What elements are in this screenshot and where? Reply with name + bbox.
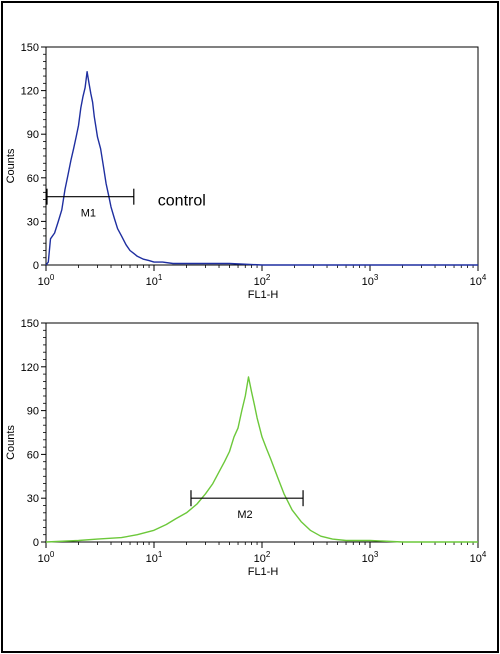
x-tick-label: 103 <box>362 273 379 288</box>
y-tick-label: 90 <box>27 406 39 418</box>
x-tick-label: 100 <box>38 273 55 288</box>
y-tick-label: 90 <box>27 129 39 141</box>
y-tick-label: 120 <box>21 362 39 374</box>
y-tick-label: 0 <box>33 537 39 549</box>
marker-label: M2 <box>237 509 252 521</box>
histogram-line-1 <box>45 71 478 266</box>
plot-area-1 <box>45 46 479 266</box>
y-axis-label: Counts <box>5 148 17 183</box>
y-tick-label: 30 <box>27 493 39 505</box>
x-tick-label: 100 <box>38 550 55 565</box>
x-axis-label: FL1-H <box>248 566 279 578</box>
y-tick-label: 150 <box>21 42 39 54</box>
y-tick-label: 120 <box>21 86 39 98</box>
y-tick-label: 60 <box>27 173 39 185</box>
y-tick-label: 30 <box>27 216 39 228</box>
y-tick-label: 150 <box>21 318 39 330</box>
y-tick-label: 0 <box>33 260 39 272</box>
y-tick-label: 60 <box>27 449 39 461</box>
x-tick-label: 101 <box>146 550 163 565</box>
x-tick-label: 102 <box>254 273 271 288</box>
x-tick-label: 103 <box>362 550 379 565</box>
x-tick-label: 101 <box>146 273 163 288</box>
x-tick-label: 104 <box>470 550 487 565</box>
plot-area-2 <box>45 322 479 543</box>
annotation-text: control <box>158 193 206 210</box>
x-tick-label: 104 <box>470 273 487 288</box>
marker-label: M1 <box>81 208 96 220</box>
histogram-line-2 <box>45 376 478 543</box>
x-tick-label: 102 <box>254 550 271 565</box>
x-axis-label: FL1-H <box>248 289 279 301</box>
y-axis-label: Counts <box>5 425 17 460</box>
